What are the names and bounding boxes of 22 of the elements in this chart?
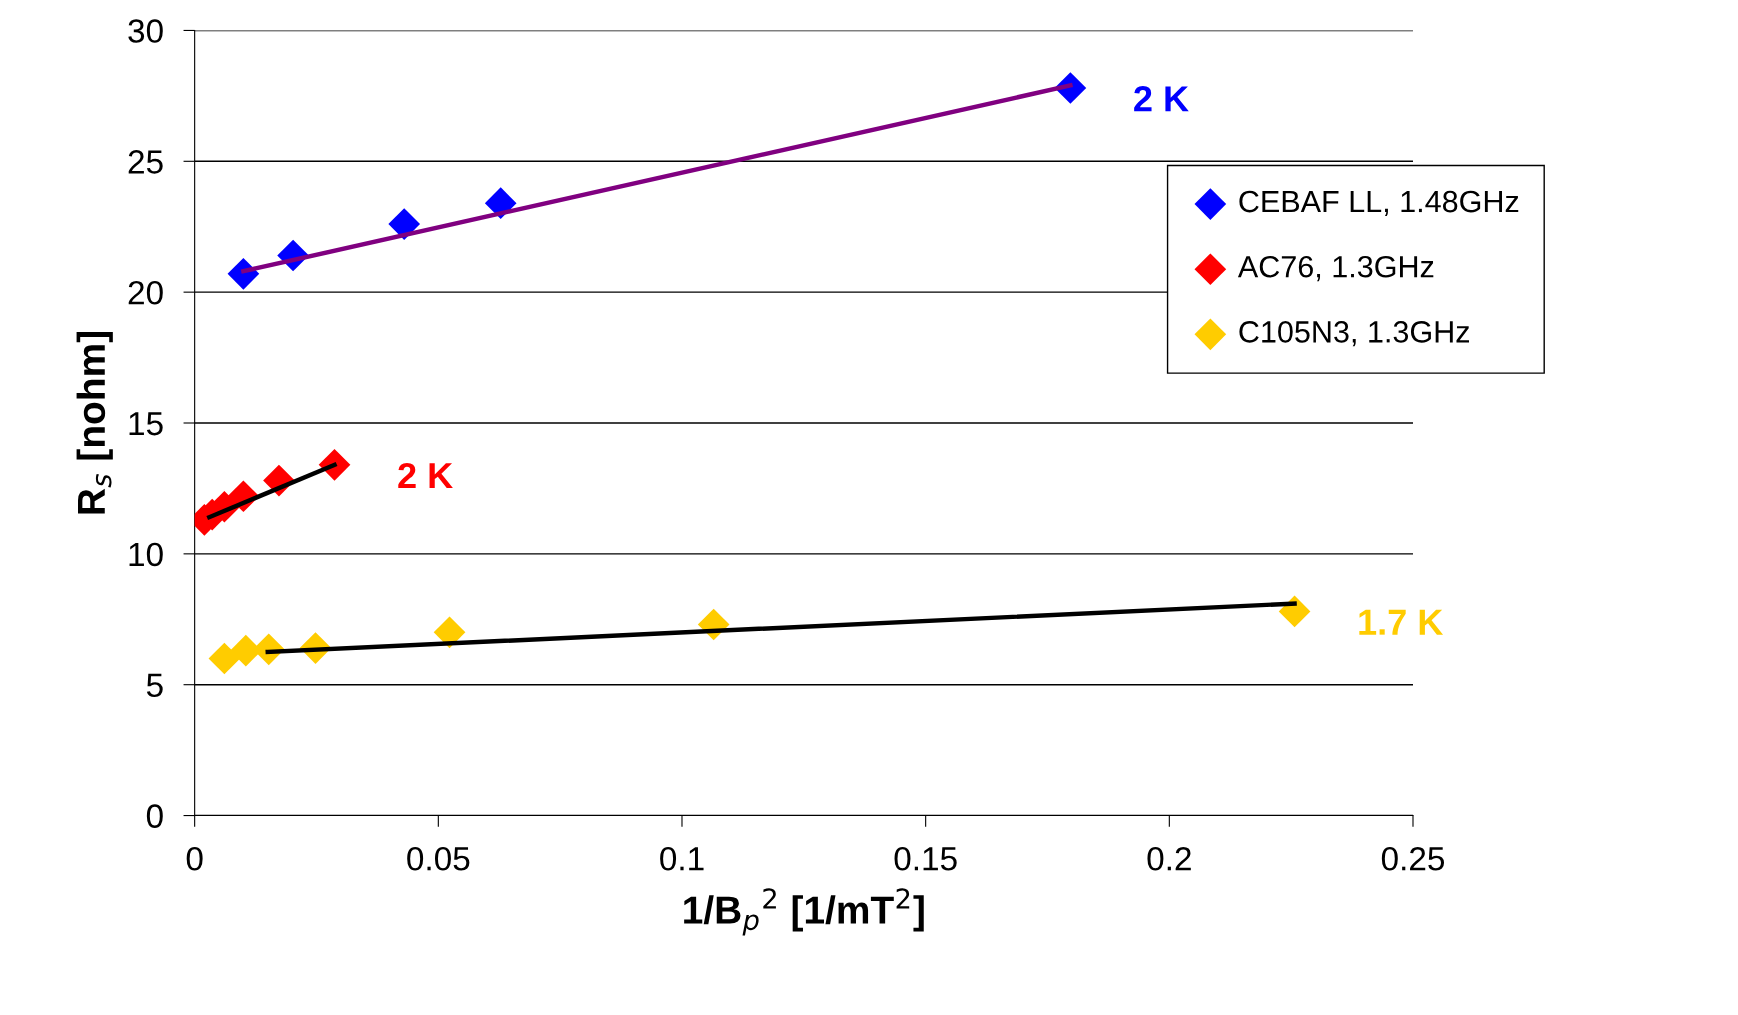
x-tick-label: 0.15: [894, 846, 957, 871]
y-tick-label: 30: [128, 19, 163, 43]
y-tick-label: 15: [129, 412, 163, 436]
x-tick-label: 0.25: [1381, 846, 1445, 871]
legend-label: C105N3, 1.3GHz: [1239, 321, 1469, 347]
point: [208, 642, 241, 675]
y-tick-label: 0: [146, 804, 163, 828]
x-tick-label: 0.2: [1147, 846, 1191, 871]
y-tick-label: 10: [129, 542, 163, 567]
y-tick-label: 20: [128, 280, 163, 305]
annotation: 2 K: [1134, 86, 1189, 112]
x-tick-label: 0.05: [407, 846, 470, 871]
x-axis-title: 1/B$_{p}$$^{2}$ [1/mT$^{2}$]: [684, 888, 924, 936]
legend-label: CEBAF LL, 1.48GHz: [1239, 190, 1519, 216]
y-axis-title: R$_{s}$ [nohm]: [76, 332, 113, 514]
y-tick-label: 5: [146, 673, 163, 698]
y-tick-label: 25: [128, 150, 163, 174]
x-tick-label: 0.1: [660, 846, 704, 871]
x-tick-label: 0: [186, 846, 203, 871]
legend-label: AC76, 1.3GHz: [1237, 255, 1434, 282]
annotation: 2 K: [398, 462, 453, 489]
annotation: 1.7 K: [1359, 609, 1444, 635]
